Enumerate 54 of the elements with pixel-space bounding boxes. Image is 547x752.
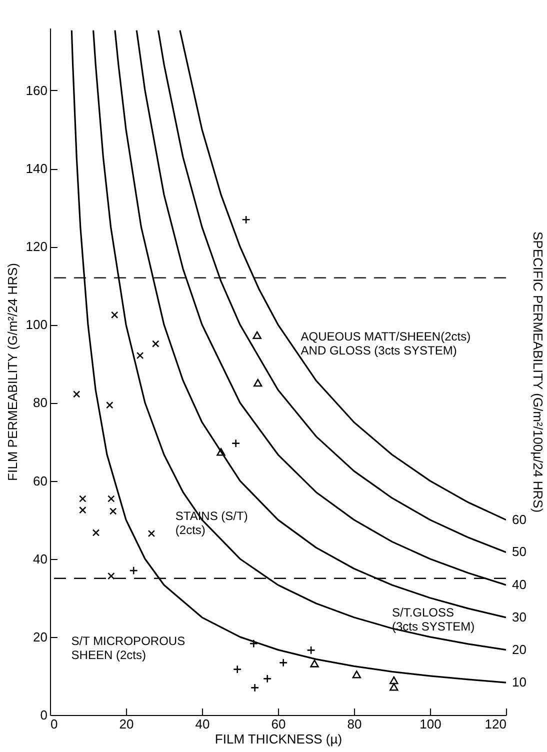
point <box>109 508 117 515</box>
y-tick-label: 100 <box>26 317 48 332</box>
annotation: S/T MICROPOROUS SHEEN (2cts) <box>71 634 186 662</box>
series-label: 40 <box>512 577 526 592</box>
point <box>152 340 160 348</box>
point <box>72 390 80 398</box>
series-label: 60 <box>512 512 526 527</box>
x-tick-label: 60 <box>271 716 286 732</box>
point <box>148 530 156 538</box>
series-label: 20 <box>512 642 526 657</box>
x-tick-label: 40 <box>195 716 210 732</box>
y-tick-label: 40 <box>33 551 48 566</box>
point <box>129 566 138 575</box>
point <box>232 664 242 674</box>
annotation: AQUEOUS MATT/SHEEN(2cts) AND GLOSS (3cts SYSTEM) <box>300 329 471 358</box>
point <box>231 438 240 448</box>
point <box>306 646 316 655</box>
point <box>390 676 398 684</box>
x-tick-label: 20 <box>119 716 134 732</box>
x-tick-label: 80 <box>347 716 362 732</box>
point <box>254 378 262 387</box>
point <box>79 495 86 502</box>
point <box>110 311 118 319</box>
y-tick-label: 160 <box>26 82 48 98</box>
point <box>278 658 288 668</box>
point <box>252 331 262 340</box>
y-tick-label: 20 <box>33 629 48 644</box>
x-tick-label: 100 <box>420 716 442 732</box>
x-axis-title: FILM THICKNESS (µ) <box>214 732 342 746</box>
series-label: 50 <box>512 544 526 560</box>
point <box>242 215 250 224</box>
y-tick-label: 120 <box>26 239 48 254</box>
point <box>106 401 114 409</box>
y-axis-title: FILM PERMEABILITY (G/m²/24 HRS) <box>4 263 20 481</box>
point <box>108 495 115 502</box>
point <box>263 674 272 684</box>
x-tick-label: 120 <box>484 716 506 732</box>
point <box>250 683 260 692</box>
series-label: 30 <box>512 609 526 624</box>
point <box>92 529 100 536</box>
point <box>216 448 226 456</box>
series-label: 10 <box>512 674 526 690</box>
point <box>79 506 86 514</box>
point <box>310 660 319 668</box>
y-tick-label: 60 <box>33 473 48 488</box>
point <box>136 352 144 360</box>
point <box>352 670 362 678</box>
y-tick-label: 80 <box>33 395 48 410</box>
x-tick-label: 0 <box>50 716 58 732</box>
y-tick-label: 140 <box>26 161 48 176</box>
y2-axis-title: SPECIFIC PERMEABILITY (G/m²/100µ/24 HRS) <box>530 231 546 513</box>
point <box>390 683 398 691</box>
point <box>249 639 258 648</box>
point <box>108 572 115 580</box>
